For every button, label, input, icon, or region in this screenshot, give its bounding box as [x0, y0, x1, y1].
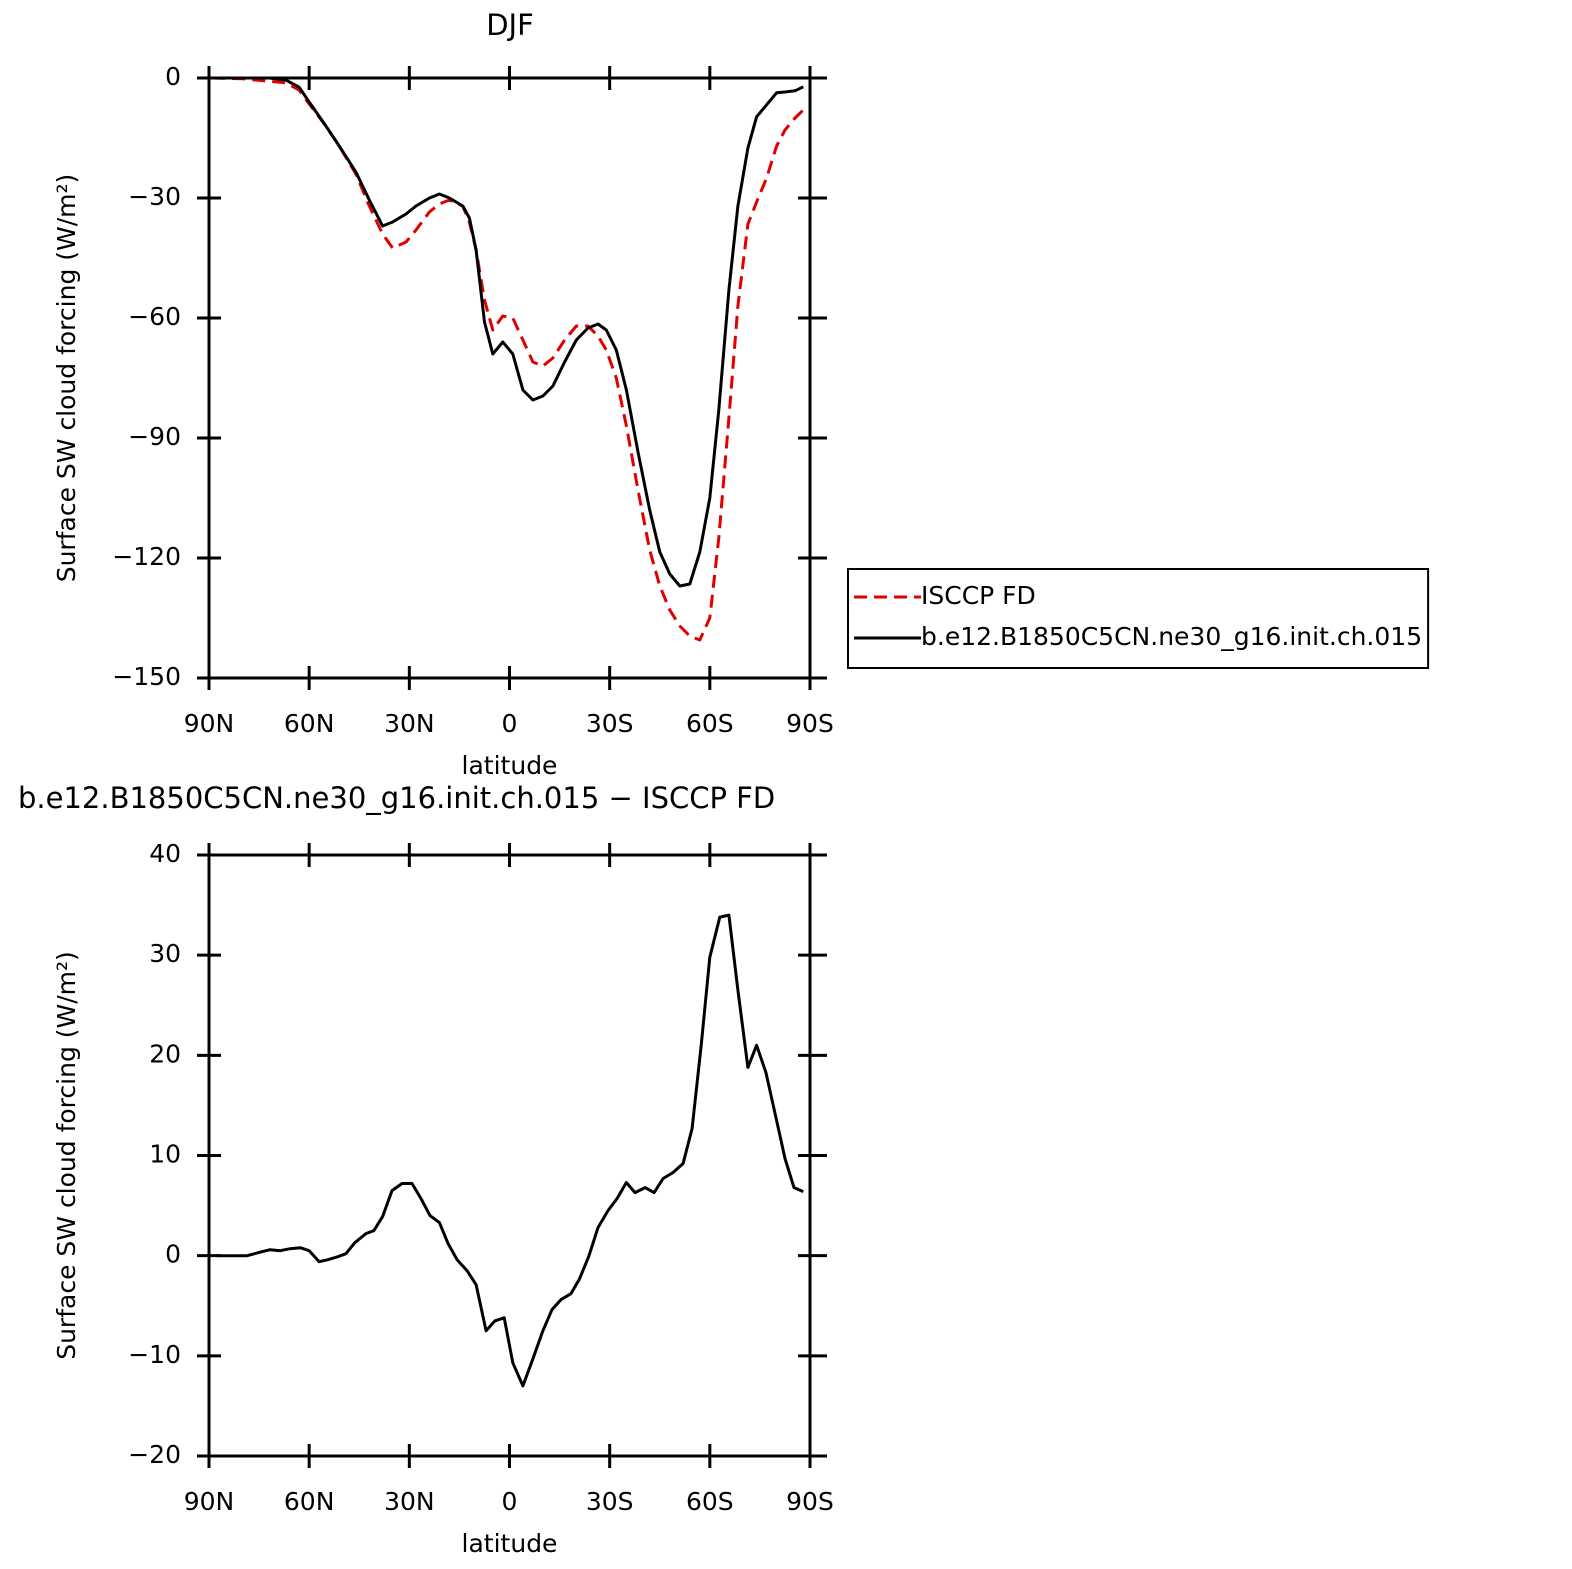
- data-line: [212, 76, 804, 588]
- x-tick-label: 30N: [384, 1487, 435, 1516]
- y-tick-label: −10: [128, 1340, 181, 1369]
- x-tick-label: 60N: [284, 1487, 335, 1516]
- y-tick-label: −60: [128, 302, 181, 331]
- plot-frame: [207, 76, 812, 680]
- y-axis-label: Surface SW cloud forcing (W/m²): [52, 174, 81, 583]
- x-tick-label: 60S: [686, 1487, 734, 1516]
- x-tick-label: 60N: [284, 709, 335, 738]
- x-tick-label: 60S: [686, 709, 734, 738]
- legend-frame: [847, 568, 1430, 669]
- data-line: [212, 76, 805, 642]
- y-tick-label: −20: [128, 1440, 181, 1469]
- y-tick-label: 0: [165, 1240, 181, 1269]
- x-tick-label: 90N: [184, 709, 235, 738]
- y-tick-label: 40: [149, 839, 181, 868]
- x-tick-label: 30S: [586, 1487, 634, 1516]
- x-axis-label: latitude: [462, 751, 558, 780]
- y-tick-label: 10: [149, 1140, 181, 1169]
- x-tick-label: 90S: [786, 1487, 834, 1516]
- legend-label: ISCCP FD: [921, 581, 1036, 610]
- y-axis-label: Surface SW cloud forcing (W/m²): [52, 951, 81, 1360]
- x-tick-label: 90S: [786, 709, 834, 738]
- chart-title: DJF: [486, 8, 534, 42]
- data-line: [217, 913, 804, 1388]
- x-tick-label: 0: [502, 1487, 518, 1516]
- x-tick-label: 90N: [184, 1487, 235, 1516]
- y-tick-label: −30: [128, 182, 181, 211]
- legend-label: b.e12.B1850C5CN.ne30_g16.init.ch.015: [921, 622, 1422, 651]
- y-tick-label: −120: [112, 542, 181, 571]
- y-tick-label: 30: [149, 939, 181, 968]
- x-tick-label: 30N: [384, 709, 435, 738]
- x-tick-label: 0: [502, 709, 518, 738]
- x-tick-label: 30S: [586, 709, 634, 738]
- y-tick-label: 0: [165, 62, 181, 91]
- x-axis-label: latitude: [462, 1529, 558, 1558]
- legend: ISCCP FD b.e12.B1850C5CN.ne30_g16.init.ch…: [847, 568, 1430, 669]
- chart-title: b.e12.B1850C5CN.ne30_g16.init.ch.015 − I…: [18, 781, 775, 815]
- y-tick-label: 20: [149, 1039, 181, 1068]
- plot-frame: [207, 853, 812, 1458]
- y-tick-label: −150: [112, 662, 181, 691]
- y-tick-label: −90: [128, 422, 181, 451]
